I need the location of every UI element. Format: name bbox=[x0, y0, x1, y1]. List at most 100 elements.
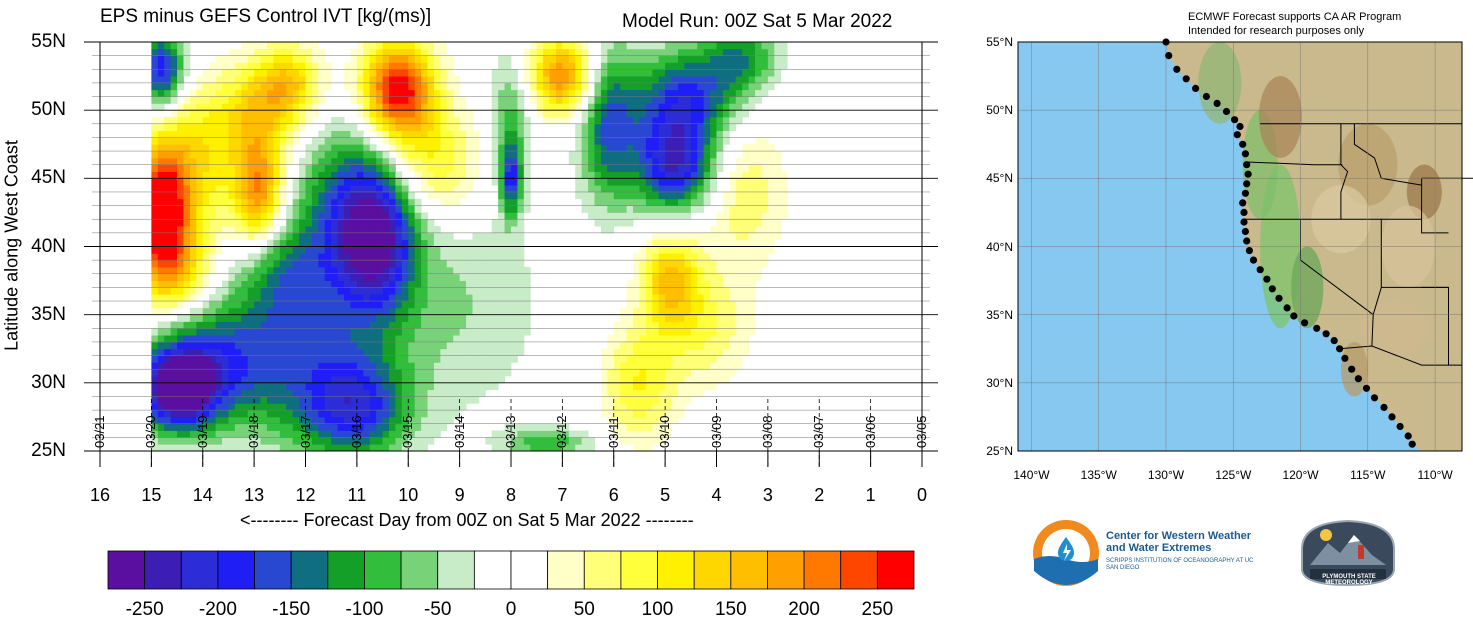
heatmap-cell bbox=[735, 287, 743, 295]
heatmap-cell bbox=[684, 382, 692, 391]
heatmap-cell bbox=[299, 355, 306, 363]
heatmap-cell bbox=[299, 62, 306, 70]
heatmap-cell bbox=[273, 314, 281, 322]
heatmap-cell bbox=[215, 205, 223, 213]
heatmap-cell bbox=[388, 171, 396, 179]
heatmap-cell bbox=[710, 96, 717, 104]
heatmap-cell bbox=[356, 280, 364, 288]
heatmap-cell bbox=[151, 253, 159, 261]
heatmap-cell bbox=[331, 430, 339, 438]
heatmap-cell bbox=[735, 116, 743, 125]
heatmap-cell bbox=[639, 123, 647, 132]
heatmap-cell bbox=[395, 314, 403, 322]
heatmap-cell bbox=[164, 212, 172, 220]
heatmap-cell bbox=[755, 96, 762, 104]
heatmap-cell bbox=[498, 130, 505, 138]
heatmap-cell bbox=[600, 69, 608, 77]
heatmap-cell bbox=[202, 123, 210, 132]
heatmap-cell bbox=[517, 307, 525, 316]
heatmap-cell bbox=[170, 226, 178, 234]
colorbar-tick-label: 200 bbox=[788, 599, 820, 620]
x-tick-label: 5 bbox=[660, 485, 671, 505]
heatmap-cell bbox=[202, 437, 210, 445]
heatmap-cell bbox=[453, 321, 461, 329]
heatmap-cell bbox=[780, 55, 788, 63]
heatmap-cell bbox=[440, 89, 448, 97]
heatmap-cell bbox=[337, 376, 345, 384]
heatmap-cell bbox=[684, 178, 692, 186]
heatmap-cell bbox=[260, 191, 268, 200]
heatmap-cell bbox=[639, 205, 647, 213]
heatmap-cell bbox=[170, 116, 178, 125]
heatmap-cell bbox=[588, 205, 595, 213]
heatmap-cell bbox=[183, 198, 191, 206]
heatmap-cell bbox=[382, 55, 390, 63]
heatmap-cell bbox=[523, 198, 531, 206]
heatmap-cell bbox=[607, 376, 615, 384]
heatmap-cell bbox=[613, 410, 621, 418]
heatmap-cell bbox=[164, 246, 172, 254]
heatmap-cell bbox=[421, 82, 428, 91]
heatmap-cell bbox=[652, 396, 660, 404]
heatmap-cell bbox=[350, 273, 358, 281]
heatmap-cell bbox=[594, 76, 602, 84]
heatmap-cell bbox=[408, 110, 416, 118]
heatmap-cell bbox=[356, 369, 364, 377]
heatmap-cell bbox=[318, 396, 326, 404]
heatmap-cell bbox=[395, 369, 403, 377]
heatmap-cell bbox=[241, 260, 249, 268]
heatmap-cell bbox=[350, 396, 358, 404]
heatmap-cell bbox=[241, 151, 249, 159]
heatmap-cell bbox=[350, 389, 358, 397]
heatmap-cell bbox=[626, 355, 634, 363]
heatmap-cell bbox=[440, 198, 448, 206]
heatmap-cell bbox=[633, 382, 640, 391]
heatmap-cell bbox=[318, 239, 326, 247]
heatmap-cell bbox=[690, 253, 698, 261]
heatmap-cell bbox=[183, 369, 191, 377]
heatmap-cell bbox=[376, 123, 383, 132]
heatmap-cell bbox=[710, 226, 717, 234]
heatmap-cell bbox=[421, 403, 428, 411]
heatmap-cell bbox=[735, 62, 743, 70]
heatmap-cell bbox=[472, 389, 480, 397]
heatmap-cell bbox=[215, 69, 223, 77]
heatmap-cell bbox=[652, 178, 660, 186]
coast-point bbox=[1239, 140, 1247, 148]
heatmap-cell bbox=[228, 69, 236, 77]
heatmap-cell bbox=[286, 273, 294, 281]
heatmap-cell bbox=[215, 239, 223, 247]
heatmap-cell bbox=[427, 328, 435, 336]
heatmap-cell bbox=[388, 103, 396, 111]
heatmap-cell bbox=[196, 260, 204, 268]
heatmap-cell bbox=[613, 403, 621, 411]
heatmap-cell bbox=[748, 273, 756, 281]
heatmap-cell bbox=[344, 198, 351, 206]
heatmap-cell bbox=[433, 355, 441, 363]
heatmap-cell bbox=[491, 89, 499, 97]
heatmap-cell bbox=[247, 185, 255, 193]
heatmap-cell bbox=[748, 280, 756, 288]
heatmap-cell bbox=[703, 294, 711, 302]
heatmap-cell bbox=[459, 348, 467, 356]
heatmap-cell bbox=[369, 198, 377, 206]
heatmap-cell bbox=[170, 137, 178, 145]
heatmap-cell bbox=[485, 437, 493, 445]
heatmap-cell bbox=[665, 232, 672, 241]
heatmap-cell bbox=[421, 116, 428, 125]
heatmap-cell bbox=[690, 294, 698, 302]
heatmap-cell bbox=[478, 355, 486, 363]
heatmap-cell bbox=[247, 341, 255, 350]
heatmap-cell bbox=[395, 232, 403, 241]
heatmap-cell bbox=[671, 369, 679, 377]
heatmap-cell bbox=[305, 266, 313, 275]
heatmap-cell bbox=[292, 246, 300, 254]
heatmap-cell bbox=[408, 116, 416, 125]
heatmap-cell bbox=[543, 76, 550, 84]
heatmap-cell bbox=[620, 362, 627, 370]
heatmap-cell bbox=[395, 307, 403, 316]
heatmap-cell bbox=[645, 348, 653, 356]
heatmap-cell bbox=[376, 130, 383, 138]
heatmap-cell bbox=[433, 328, 441, 336]
heatmap-cell bbox=[299, 157, 306, 166]
